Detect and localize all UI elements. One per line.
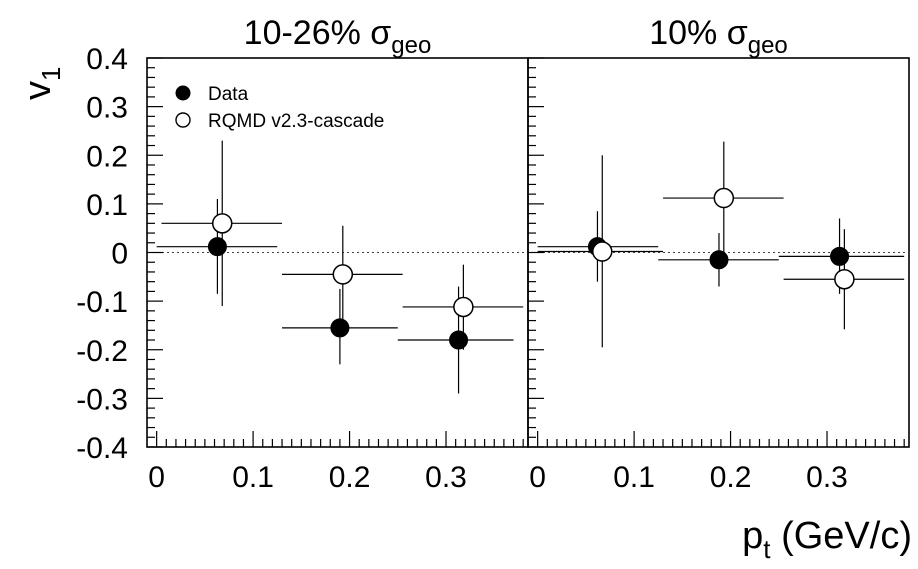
- x-tick-label: 0.2: [710, 461, 752, 494]
- y-tick-label: 0.4: [86, 43, 128, 76]
- legend-filled-circle-marker: [175, 85, 191, 101]
- y-tick-label: -0.3: [76, 383, 128, 416]
- x-tick-label: 0.2: [329, 461, 371, 494]
- panel-title-subscript: geo: [391, 32, 431, 59]
- filled-circle-marker: [330, 318, 350, 338]
- panel-title-main: 10% σ: [649, 14, 747, 52]
- filled-circle-marker: [207, 237, 227, 257]
- open-circle-marker: [211, 213, 233, 234]
- model-point-p2-2: [663, 141, 784, 253]
- y-axis-title: v1: [17, 67, 66, 100]
- y-tick-label: 0.1: [86, 189, 128, 222]
- x-axis-title-unit: (GeV/c): [771, 515, 912, 557]
- x-tick-label: 0: [529, 461, 546, 494]
- data-point-p1-2: [282, 288, 398, 365]
- data-point-p1-1: [156, 199, 278, 294]
- open-circle-marker: [834, 268, 855, 290]
- y-tick-label: -0.2: [76, 335, 128, 368]
- y-axis-title-subscript: 1: [36, 67, 66, 81]
- panel-title-subscript: geo: [748, 32, 788, 59]
- legend: Data RQMD v2.3-cascade: [175, 84, 384, 132]
- model-point-p1-1: [161, 140, 283, 306]
- open-circle-marker: [713, 187, 735, 209]
- x-tick-label: 0.1: [232, 461, 274, 494]
- legend-label-data: Data: [208, 84, 249, 105]
- filled-circle-marker: [830, 246, 850, 266]
- x-axis-title-main: p: [742, 515, 763, 557]
- x-axis-title: pt (GeV/c): [742, 515, 912, 564]
- open-circle-marker: [453, 296, 474, 318]
- data-point-p2-2: [658, 233, 779, 287]
- y-tick-label: -0.4: [76, 432, 128, 465]
- model-point-p1-3: [402, 264, 524, 350]
- legend-label-model: RQMD v2.3-cascade: [208, 111, 384, 132]
- x-tick-label: 0.1: [613, 461, 655, 494]
- panel-title: 10-26% σgeo: [244, 14, 432, 59]
- y-axis-title-main: v: [17, 81, 59, 100]
- model-point-p1-2: [282, 225, 403, 321]
- data-marks: [156, 140, 905, 394]
- y-tick-label: 0: [111, 238, 128, 271]
- y-tick-label: -0.1: [76, 286, 128, 319]
- x-tick-label: 0.3: [806, 461, 848, 494]
- open-circle-marker: [332, 264, 354, 285]
- open-circle-marker: [592, 241, 613, 262]
- y-tick-label: 0.3: [86, 92, 128, 125]
- x-axis-title-subscript: t: [763, 534, 771, 564]
- model-point-p2-3: [783, 229, 905, 330]
- y-tick-label: 0.2: [86, 140, 128, 173]
- filled-circle-marker: [449, 330, 469, 350]
- x-tick-label: 0.3: [425, 461, 467, 494]
- panel-title-main: 10-26% σ: [244, 14, 392, 52]
- model-point-p2-1: [537, 155, 664, 348]
- panel-title: 10% σgeo: [649, 14, 788, 59]
- x-tick-label: 0: [148, 461, 165, 494]
- legend-open-circle-marker: [175, 112, 191, 128]
- filled-circle-marker: [709, 250, 729, 270]
